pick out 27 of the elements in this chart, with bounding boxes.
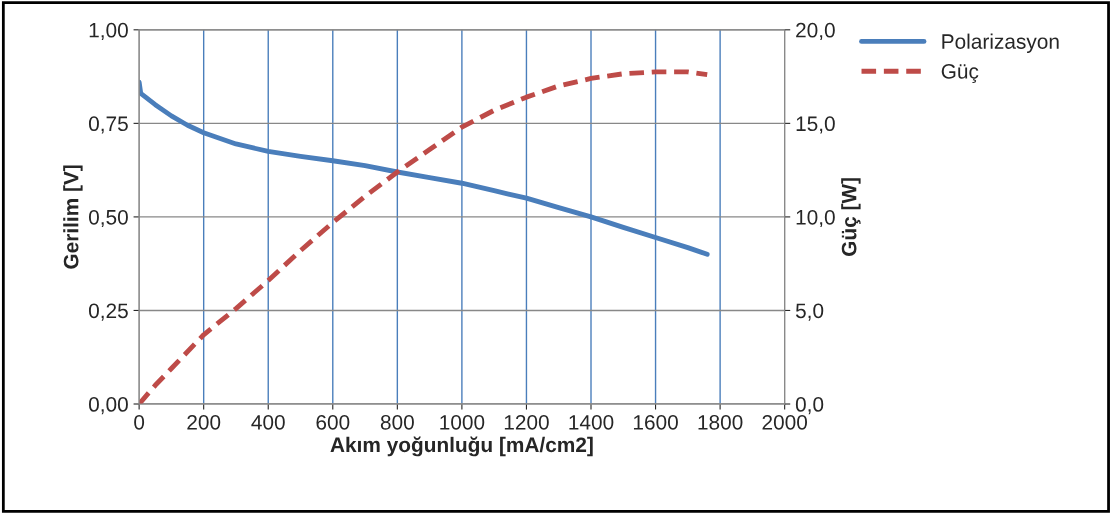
x-tick-label: 800 [380, 414, 414, 430]
x-tick-label: 600 [316, 414, 350, 430]
x-tick-label: 2000 [762, 414, 808, 430]
y-tick-label: 0,50 [88, 209, 128, 228]
legend-label: Polarizasyon [942, 33, 1059, 54]
x-tick-label: 1600 [633, 414, 678, 430]
x-tick-label: 1800 [698, 414, 743, 430]
x-axis-title: Akım yoğunluğu [mA/cm2] [330, 436, 593, 457]
y-axis-title: Gerilim [V] [63, 165, 83, 269]
y2-tick-label: 20,0 [796, 22, 835, 41]
y-tick-label: 0,75 [88, 116, 128, 134]
y2-tick-label: 5,0 [795, 303, 824, 321]
y2-tick-label: 0,0 [795, 397, 824, 415]
line-series [139, 69, 710, 404]
y-tick-label: 1,00 [89, 22, 128, 41]
legend-label: Güç [941, 63, 979, 83]
y2-axis-title: Güç [W] [841, 178, 861, 256]
y-tick-label: 0,25 [88, 303, 128, 321]
y2-tick-label: 15,0 [796, 116, 835, 134]
y2-tick-label: 10,0 [796, 209, 835, 228]
x-tick-label: 0 [134, 414, 145, 430]
x-tick-label: 1200 [504, 414, 549, 430]
x-tick-label: 400 [251, 414, 285, 430]
y-tick-label: 0,00 [88, 397, 128, 415]
x-tick-label: 1400 [569, 414, 614, 430]
x-tick-label: 200 [187, 414, 221, 430]
x-tick-label: 1000 [440, 414, 485, 430]
